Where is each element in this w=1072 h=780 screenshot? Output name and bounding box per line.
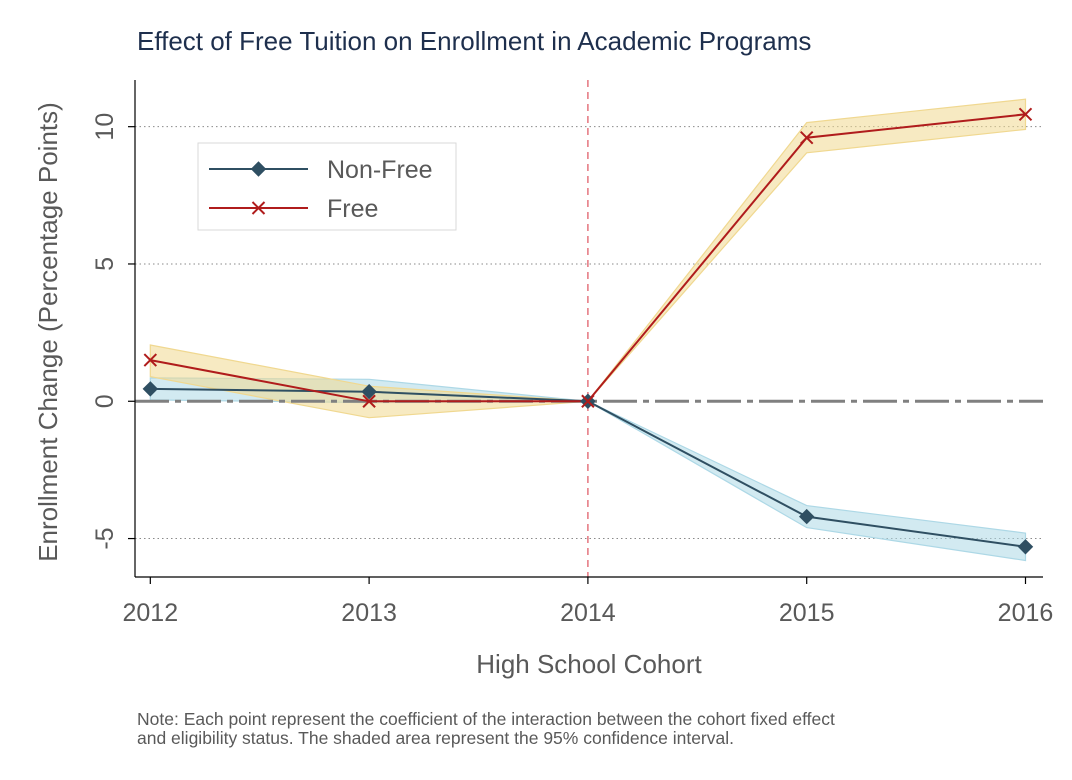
x-tick-label: 2014 (560, 599, 616, 627)
x-tick-label: 2015 (779, 599, 835, 627)
data-point-free (799, 130, 814, 145)
x-tick-label: 2013 (341, 599, 397, 627)
chart-note: Note: Each point represent the coefficie… (137, 710, 1037, 748)
y-axis-label: Enrollment Change (Percentage Points) (33, 102, 63, 562)
legend-marker-non-free (250, 161, 267, 177)
y-tick-label: 0 (91, 394, 119, 408)
data-point-non-free (361, 383, 377, 400)
legend: Non-Free Free (197, 142, 457, 231)
y-tick-label: 10 (91, 113, 119, 141)
chart: Effect of Free Tuition on Enrollment in … (33, 26, 1053, 679)
legend-label-non-free: Non-Free (327, 156, 433, 184)
chart-title: Effect of Free Tuition on Enrollment in … (137, 26, 811, 56)
data-point-non-free (798, 508, 815, 525)
y-tick-label: 5 (91, 257, 119, 271)
plot-area: 10 5 0 -5 2012 2013 2014 2015 2016 Non-Free Free (91, 80, 1053, 627)
legend-marker-free (251, 201, 266, 215)
x-axis-label: High School Cohort (476, 649, 702, 679)
confidence-band-free (149, 98, 1027, 419)
note-line-1: Note: Each point represent the coefficie… (137, 709, 835, 729)
legend-label-free: Free (327, 195, 378, 223)
note-line-2: and eligibility status. The shaded area … (137, 728, 734, 748)
data-point-free (581, 394, 595, 408)
legend-box (197, 142, 457, 231)
y-tick-label: -5 (91, 527, 119, 549)
data-point-free (143, 353, 158, 367)
data-point-free (1018, 107, 1033, 122)
data-point-non-free (142, 381, 159, 397)
x-tick-label: 2016 (998, 599, 1054, 627)
data-point-non-free (1017, 539, 1034, 555)
data-point-free (362, 394, 376, 408)
x-tick-label: 2012 (123, 599, 179, 627)
